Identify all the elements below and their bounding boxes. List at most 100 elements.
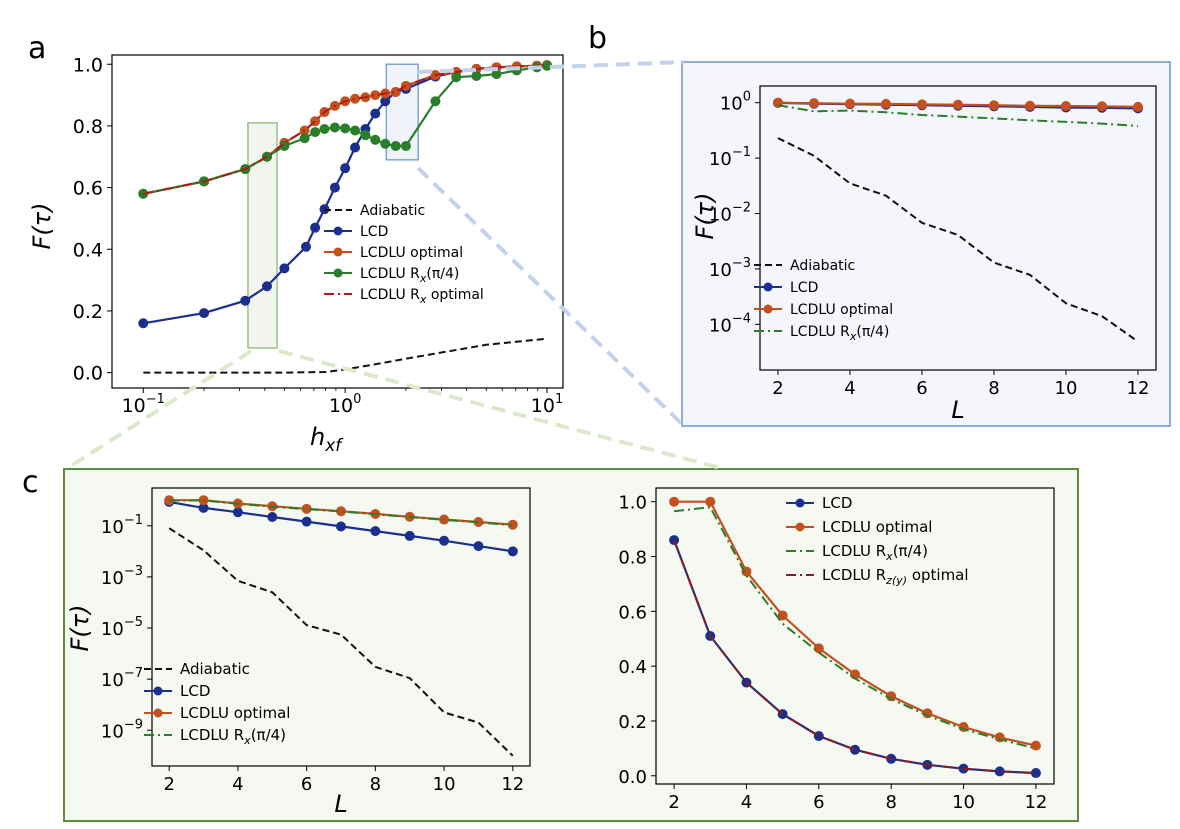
data-point-lcd xyxy=(813,731,824,742)
zoom-connectors xyxy=(64,60,725,471)
legend-label-adiabatic: Adiabatic xyxy=(180,660,250,678)
panel-c-label: c xyxy=(22,465,39,500)
data-point-lcd xyxy=(301,241,312,252)
data-point-lcdlu_opt xyxy=(370,90,381,101)
data-point-lcdlu_opt xyxy=(809,98,819,109)
plot-b-frame xyxy=(759,85,1157,371)
plot-a-frame xyxy=(111,54,564,389)
legend-marker-lcd xyxy=(763,282,773,292)
plot-a-xlabel: hxf xyxy=(310,423,344,456)
data-point-lcdlu_rx xyxy=(370,134,381,145)
connector-b-top xyxy=(417,60,685,74)
legend-marker-lcd xyxy=(153,686,163,696)
data-point-lcdlu_opt xyxy=(473,517,484,528)
plot-a-area xyxy=(112,55,563,388)
plot-c-left-series xyxy=(164,495,518,757)
plot-a-ticks: 10−1 100 101 0.0 0.2 0.4 0.6 0.8 1.0 xyxy=(73,54,563,417)
data-point-lcdlu_rx xyxy=(350,125,361,136)
y-tick-label: 0.0 xyxy=(618,767,647,788)
legend-label-lcd: LCD xyxy=(180,682,210,700)
legend-marker-lcdlu_opt xyxy=(153,708,163,718)
legend-marker-lcd xyxy=(333,226,343,236)
legend-label-lcdlu_opt: LCDLU optimal xyxy=(180,704,290,722)
plot-c-right-series xyxy=(669,496,1041,779)
x-tick-label: 2 xyxy=(668,792,679,813)
data-point-lcd xyxy=(850,744,860,755)
data-point-lcdlu_opt xyxy=(669,496,680,507)
x-tick-label: 4 xyxy=(844,378,855,399)
series-line-lcdlu_rx xyxy=(169,499,513,527)
data-point-lcd xyxy=(340,163,351,174)
legend-label-lcd: LCD xyxy=(822,494,852,512)
y-tick-label: 0.0 xyxy=(73,363,103,385)
plot-c-left: 2 4 6 8 10 12 10−1 10−3 10−5 10−7 10−9 L F(τ) Adia… xyxy=(66,487,531,818)
x-tick-label: 12 xyxy=(501,774,524,795)
plot-a: 10−1 100 101 0.0 0.2 0.4 0.6 0.8 1.0 hxf F(τ) Ad… xyxy=(28,54,564,456)
legend-marker-lcdlu_opt xyxy=(795,522,805,532)
legend-label-lcdlu_rx: LCDLU Rx(π/4) xyxy=(180,726,286,747)
legend-marker-lcdlu_rx xyxy=(333,268,343,278)
data-point-lcdlu_rx xyxy=(279,140,290,151)
data-point-lcd xyxy=(261,281,272,292)
x-tick-label: 4 xyxy=(232,774,243,795)
plot-b-ylabel: F(τ) xyxy=(691,193,719,240)
plot-c-right-ticks: 2 4 6 8 10 12 0.0 0.2 0.4 0.6 0.8 1.0 xyxy=(618,493,1047,813)
plot-c-left-area xyxy=(152,488,530,766)
series-line-lcdlu_rx_opt xyxy=(143,64,548,195)
data-point-lcd xyxy=(507,546,518,557)
x-tick-label: 8 xyxy=(885,792,896,813)
data-point-lcd xyxy=(336,521,346,532)
data-point-lcd xyxy=(404,530,415,541)
data-point-lcdlu_rx xyxy=(340,123,351,134)
y-tick-label: 0.2 xyxy=(73,301,103,323)
y-tick-label: 10−9 xyxy=(101,717,143,742)
y-tick-label: 1.0 xyxy=(618,493,647,514)
legend-label-lcdlu_rx: LCDLU Rx(π/4) xyxy=(790,324,889,343)
series-line-adiabatic xyxy=(143,337,548,374)
x-tick-label: 10 xyxy=(433,774,456,795)
legend-label-lcdlu_rx: LCDLU Rx(π/4) xyxy=(360,266,459,285)
data-point-lcdlu_opt xyxy=(1030,740,1041,751)
data-point-lcd xyxy=(310,222,321,233)
series-line-lcdlu_rzy xyxy=(673,539,1036,774)
plot-b-xlabel: L xyxy=(951,396,964,424)
data-point-lcd xyxy=(1030,768,1041,779)
data-point-lcdlu_opt xyxy=(886,691,897,702)
data-point-lcd xyxy=(279,263,290,274)
x-tick-label: 12 xyxy=(1127,378,1150,399)
data-point-lcdlu_rx xyxy=(390,140,401,151)
legend-label-adiabatic: Adiabatic xyxy=(790,258,855,274)
data-point-lcd xyxy=(232,507,243,518)
plot-b-series xyxy=(773,97,1143,343)
data-point-lcd xyxy=(199,308,210,319)
y-tick-label: 0.8 xyxy=(618,548,647,569)
plot-c-right: 2 4 6 8 10 12 0.0 0.2 0.4 0.6 0.8 1.0 LCD LCDLU opti… xyxy=(618,487,1055,813)
plot-a-ylabel: F(τ) xyxy=(28,203,56,250)
plot-b-area xyxy=(760,86,1156,370)
y-tick-label: 10−3 xyxy=(709,256,751,281)
legend-marker-lcd xyxy=(795,498,805,508)
data-point-lcd xyxy=(240,295,251,306)
data-point-lcd xyxy=(994,766,1005,777)
connector-c-right xyxy=(278,349,725,471)
data-point-lcdlu_rx xyxy=(138,188,149,199)
y-tick-label: 10−1 xyxy=(709,145,751,170)
y-tick-label: 10−2 xyxy=(709,201,751,226)
connector-b-bottom xyxy=(416,166,686,428)
x-tick-label: 6 xyxy=(916,378,927,399)
legend-label-lcdlu_rx: LCDLU Rx(π/4) xyxy=(822,542,928,563)
data-point-lcdlu_opt xyxy=(1097,101,1107,112)
data-point-lcd xyxy=(301,516,312,527)
series-line-adiabatic xyxy=(777,137,1139,343)
plot-a-series xyxy=(138,60,553,374)
data-point-lcdlu_rx xyxy=(329,122,340,133)
data-point-lcdlu_opt xyxy=(777,610,788,621)
plot-c-left-xlabel: L xyxy=(334,790,347,818)
data-point-lcd xyxy=(138,318,149,329)
x-tick-label: 10 xyxy=(1055,378,1078,399)
y-tick-label: 0.6 xyxy=(73,178,103,200)
y-tick-label: 0.2 xyxy=(618,712,647,733)
legend-marker-lcdlu_opt xyxy=(333,247,343,257)
x-tick-label: 12 xyxy=(1024,792,1047,813)
